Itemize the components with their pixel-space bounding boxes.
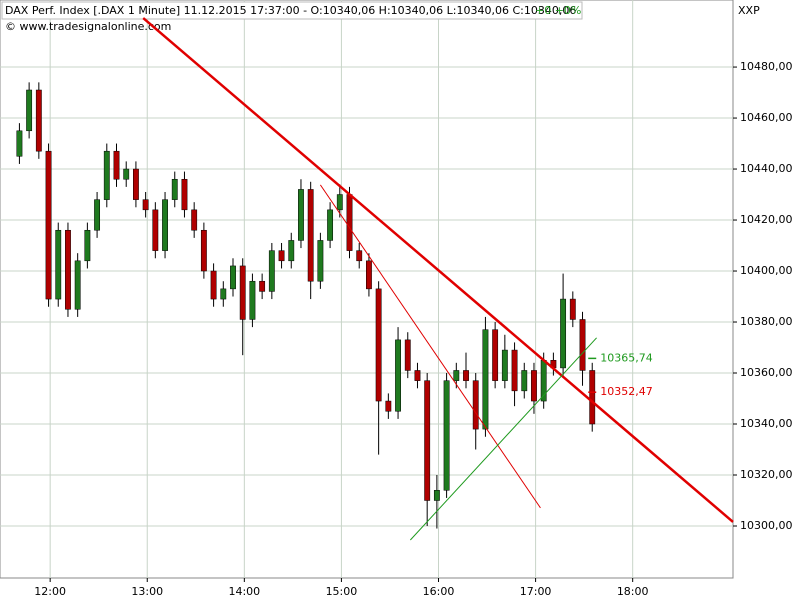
candle-body (288, 240, 295, 262)
candle-body (84, 229, 91, 262)
candle-body (492, 329, 499, 381)
candle-body (433, 490, 440, 501)
candle-body (298, 189, 304, 241)
candle-body (482, 329, 489, 430)
candle-body (152, 209, 159, 251)
candle-body (142, 199, 149, 211)
y-tick-label: 10360,00 (740, 366, 793, 379)
candle-body (569, 298, 576, 320)
candle-body (589, 370, 596, 425)
candle-body (191, 209, 198, 231)
candle-body (278, 250, 285, 262)
candle-body (230, 265, 236, 290)
candle-body (162, 199, 168, 251)
candle-body (472, 380, 479, 430)
trend-line (409, 337, 597, 541)
candle-body (113, 150, 120, 180)
candle-body (133, 168, 139, 200)
y-tick-label: 10420,00 (740, 213, 793, 226)
x-tick-label: 15:00 (326, 585, 358, 598)
trend-line (319, 184, 541, 509)
x-tick-label: 12:00 (34, 585, 66, 598)
candle-body (346, 194, 353, 251)
candle-body (35, 89, 42, 152)
candle-body (453, 370, 460, 381)
title-change: +0 +0% (535, 4, 581, 17)
candle-body (181, 178, 188, 211)
x-tick-label: 13:00 (131, 585, 163, 598)
candle-body (45, 150, 52, 300)
candle-body (356, 250, 363, 262)
candle-body (317, 240, 324, 282)
y-tick-label: 10340,00 (740, 417, 793, 430)
candle-body (395, 339, 401, 412)
y-tick-label: 10300,00 (740, 519, 793, 532)
candle-body (414, 370, 421, 381)
candle-body (424, 380, 431, 501)
trend-line (142, 17, 734, 523)
candle-body (26, 89, 33, 132)
header-box (1, 1, 583, 20)
y-tick-label: 10380,00 (740, 315, 793, 328)
candle-body (239, 265, 246, 320)
y-tick-label: 10460,00 (740, 111, 793, 124)
candle-body (327, 209, 334, 241)
candle-body (220, 288, 227, 300)
y-tick-label: 10320,00 (740, 468, 793, 481)
x-tick-label: 18:00 (617, 585, 649, 598)
x-tick-label: 16:00 (423, 585, 455, 598)
candle-body (366, 260, 372, 290)
y-tick-label: 10440,00 (740, 162, 793, 175)
candle-body (16, 130, 23, 157)
candle-body (268, 250, 275, 292)
candle-body (336, 194, 343, 211)
candle-body (404, 339, 411, 371)
candle-body (560, 298, 567, 369)
candle-body (307, 189, 314, 282)
candle-body (259, 280, 266, 292)
candle-body (511, 349, 518, 392)
y-tick-label: 10480,00 (740, 60, 793, 73)
axis-label: XXP (738, 4, 760, 17)
candle-body (531, 370, 537, 402)
candle-body (579, 319, 586, 371)
candle-body (65, 229, 71, 310)
x-tick-label: 14:00 (228, 585, 260, 598)
candle-body (249, 280, 256, 320)
candle-body (210, 270, 217, 300)
candle-body (385, 400, 392, 412)
candle-body (171, 178, 178, 200)
candle-body (501, 349, 508, 381)
candle-body (463, 370, 469, 381)
annotation-label: 10365,74 (600, 351, 653, 364)
candle-body (375, 288, 382, 402)
chart-title: DAX Perf. Index [.DAX 1 Minute] 11.12.20… (5, 4, 576, 17)
annotation-label: 10352,47 (600, 385, 653, 398)
x-tick-label: 17:00 (520, 585, 552, 598)
candle-body (74, 260, 81, 310)
candle-body (443, 380, 450, 491)
chart-subtitle: © www.tradesignalonline.com (5, 20, 171, 33)
candle-body (123, 168, 130, 180)
candle-body (94, 199, 101, 231)
candle-body (200, 229, 207, 272)
candle-body (521, 370, 528, 392)
candle-body (55, 229, 62, 300)
candle-body (103, 150, 110, 200)
y-tick-label: 10400,00 (740, 264, 793, 277)
